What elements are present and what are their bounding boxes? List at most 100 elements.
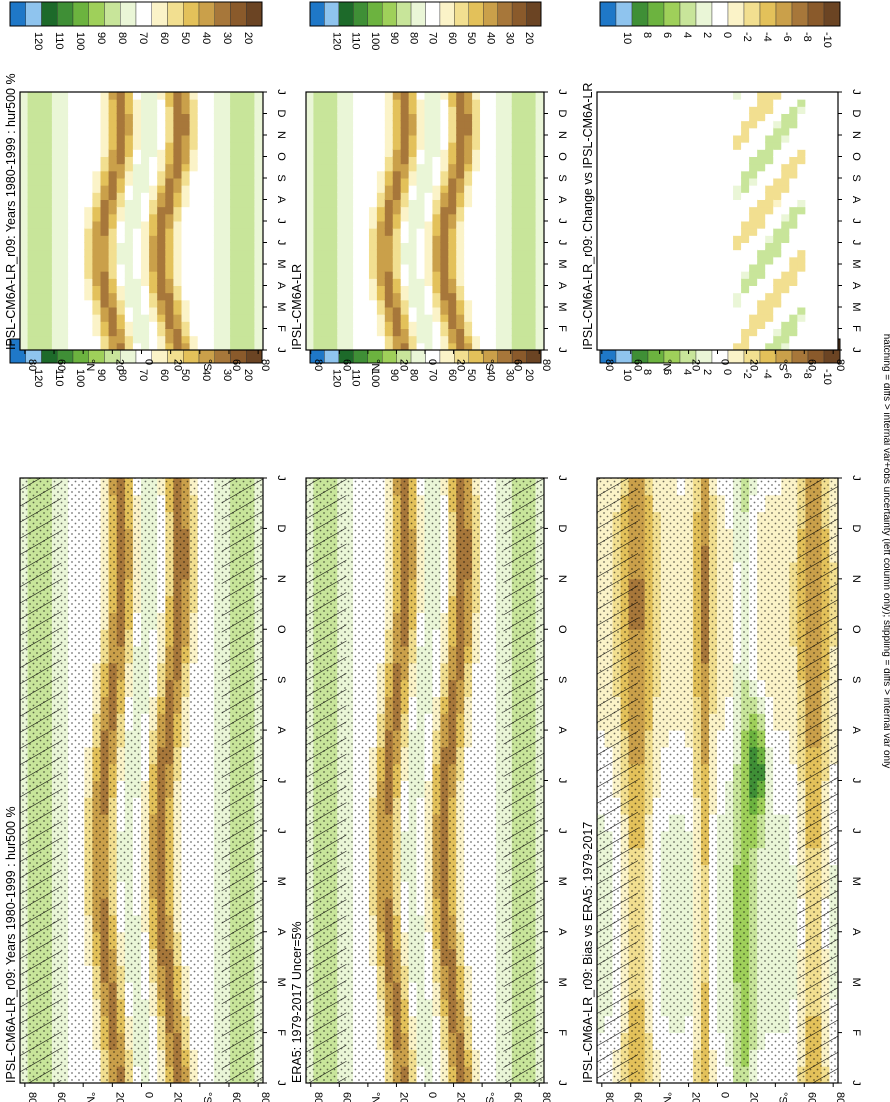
field-cell (456, 242, 466, 251)
field-cell (321, 156, 331, 165)
field-cell (222, 256, 232, 265)
field-cell (230, 313, 240, 322)
field-cell (345, 177, 355, 186)
field-cell (361, 277, 370, 286)
field-cell (213, 270, 223, 279)
field-cell (400, 184, 410, 193)
field-cell (313, 292, 323, 301)
field-cell (116, 191, 126, 200)
field-cell (100, 148, 110, 157)
field-cell (222, 127, 232, 136)
field-cell (51, 299, 61, 308)
field-cell (329, 220, 339, 229)
field-cell (353, 328, 363, 337)
field-cell (60, 127, 70, 136)
field-cell (321, 328, 331, 337)
field-cell (230, 177, 240, 186)
field-cell (132, 127, 142, 136)
field-cell (189, 127, 199, 136)
field-cell (424, 263, 434, 272)
field-cell (472, 263, 482, 272)
field-cell (254, 105, 263, 114)
field-cell (456, 148, 466, 157)
x-tick-label: M (275, 877, 287, 886)
field-cell (480, 98, 489, 107)
y-tick-label: 20 (455, 359, 467, 371)
field-cell (27, 328, 37, 337)
field-cell (132, 170, 142, 179)
field-cell (440, 148, 450, 157)
colorbar-label: 90 (95, 32, 107, 44)
field-cell (487, 242, 497, 251)
field-cell (157, 277, 167, 286)
field-cell (213, 156, 223, 165)
field-cell (329, 113, 339, 122)
field-cell (68, 277, 78, 286)
colorbar-swatch (104, 1, 121, 27)
x-tick-label: N (275, 131, 287, 139)
field-cell (408, 213, 418, 222)
field-cell (197, 127, 207, 136)
field-cell (246, 105, 256, 114)
field-cell (222, 277, 232, 286)
field-cell (100, 213, 110, 222)
field-cell (124, 120, 134, 129)
field-cell (432, 134, 442, 143)
field-cell (376, 163, 386, 172)
field-cell (527, 285, 537, 294)
field-cell (230, 127, 240, 136)
field-cell (35, 320, 45, 329)
field-cell (43, 141, 53, 150)
field-cell (440, 98, 450, 107)
field-cell (27, 156, 37, 165)
field-cell (68, 285, 78, 294)
field-cell (246, 163, 256, 172)
x-tick-label: J (275, 828, 287, 834)
field-cell (238, 328, 248, 337)
field-cell (408, 191, 418, 200)
field-cell (306, 134, 315, 143)
field-cell (76, 227, 86, 236)
field-cell (337, 277, 347, 286)
field-cell (321, 234, 331, 243)
field-cell (230, 98, 240, 107)
field-cell (205, 120, 215, 129)
colorbar-label: 50 (465, 32, 477, 44)
field-cell (353, 213, 363, 222)
field-cell (495, 156, 505, 165)
field-cell (51, 213, 61, 222)
field-cell (254, 227, 263, 236)
field-cell (440, 270, 450, 279)
field-cell (400, 206, 410, 215)
field-cell (329, 134, 339, 143)
field-cell (254, 242, 263, 251)
field-cell (108, 163, 118, 172)
field-cell (321, 163, 331, 172)
field-cell (337, 206, 347, 215)
colorbar-label: 70 (137, 32, 149, 44)
field-cell (222, 120, 232, 129)
field-cell (480, 249, 489, 258)
field-cell (92, 134, 102, 143)
field-cell (495, 199, 505, 208)
field-cell (321, 242, 331, 251)
field-cell (254, 263, 263, 272)
field-cell (345, 328, 355, 337)
field-cell (306, 227, 315, 236)
field-cell (345, 220, 355, 229)
field-cell (51, 120, 61, 129)
field-cell (205, 105, 215, 114)
field-cell (141, 206, 151, 215)
field-cell (157, 242, 167, 251)
field-cell (173, 127, 183, 136)
y-tick-label: 80 (259, 1092, 271, 1102)
field-cell (456, 134, 466, 143)
field-cell (329, 92, 339, 100)
field-cell (141, 92, 151, 100)
field-cell (60, 206, 70, 215)
field-cell (345, 342, 355, 350)
field-cell (35, 227, 45, 236)
field-cell (321, 141, 331, 150)
field-cell (157, 113, 167, 122)
field-cell (35, 206, 45, 215)
